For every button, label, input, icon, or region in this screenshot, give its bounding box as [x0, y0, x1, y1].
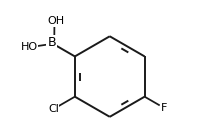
Text: B: B	[47, 36, 56, 49]
Text: F: F	[161, 103, 167, 113]
Text: Cl: Cl	[48, 104, 59, 114]
Text: HO: HO	[21, 42, 38, 52]
Text: OH: OH	[47, 16, 64, 26]
